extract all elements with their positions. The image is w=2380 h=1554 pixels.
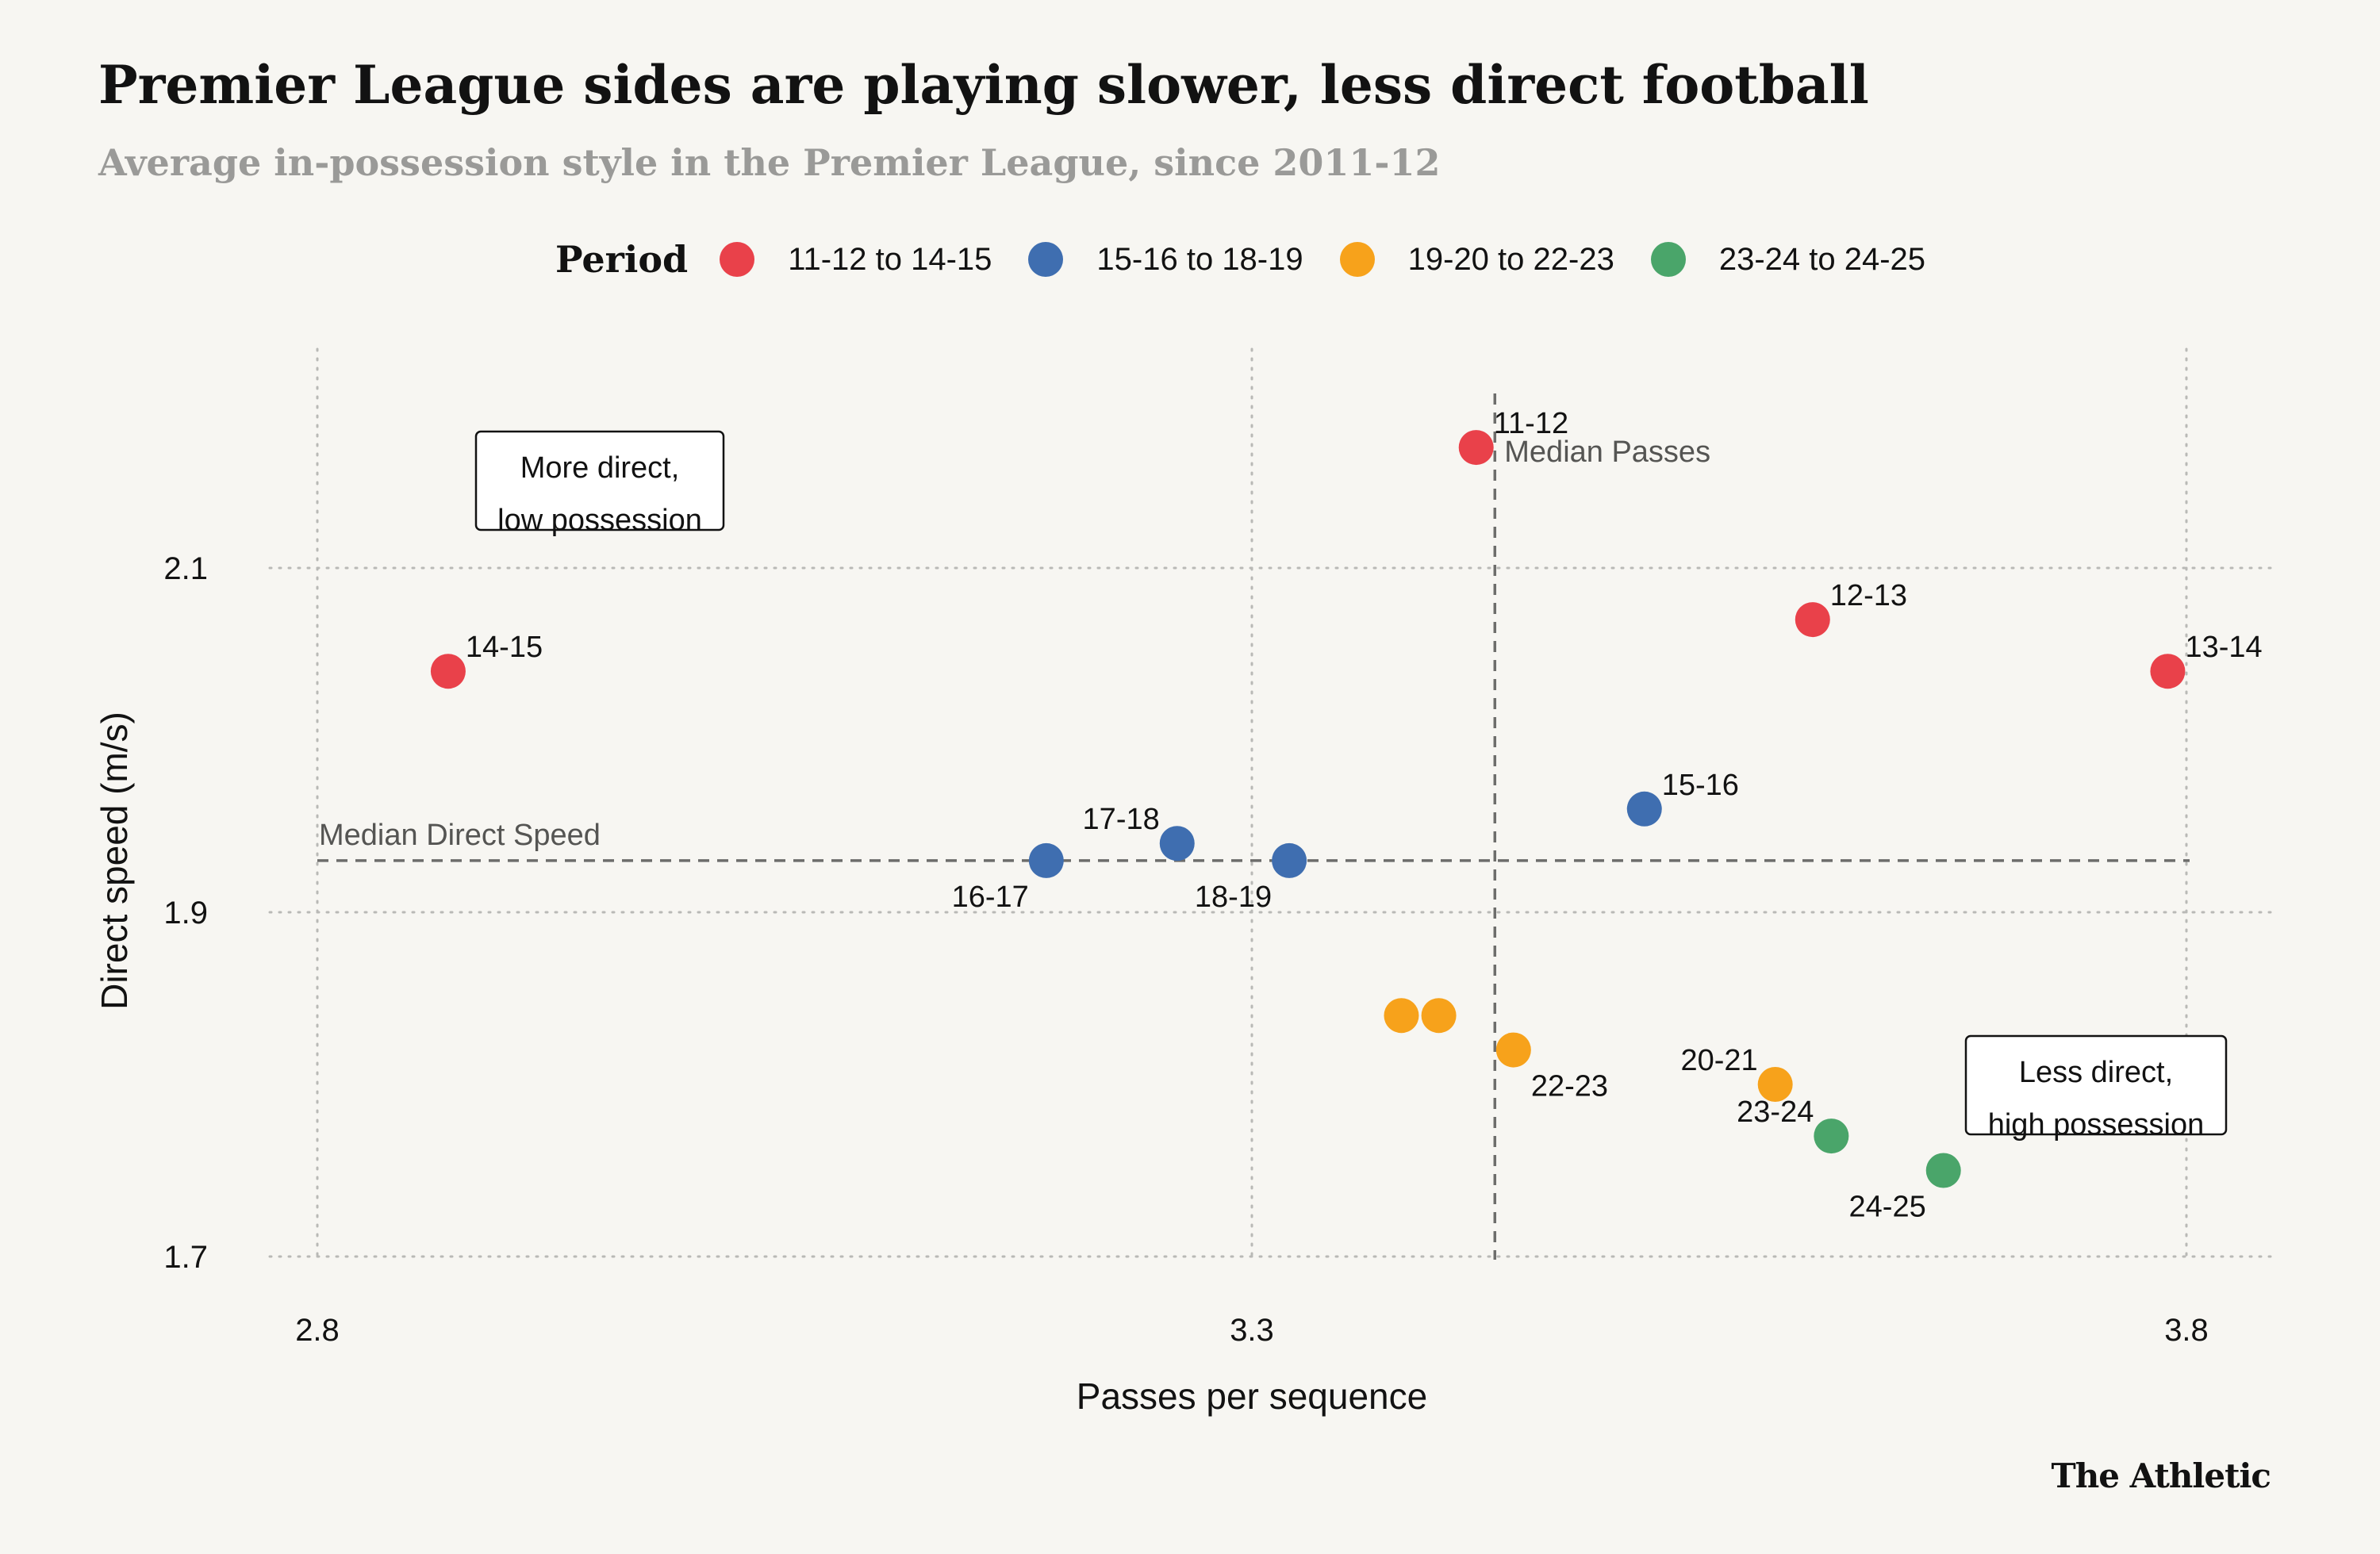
data-point-20-21 (1757, 1067, 1793, 1102)
data-label-22-23: 22-23 (1531, 1070, 1608, 1103)
legend-label-period-2: 15-16 to 18-19 (1096, 241, 1303, 277)
data-point-15-16 (1626, 791, 1662, 827)
data-point-13-14 (2150, 654, 2186, 689)
data-point-16-17 (1028, 842, 1064, 878)
data-point-18-19 (1272, 842, 1307, 878)
x-tick-label: 3.8 (2164, 1313, 2209, 1348)
legend-label-period-4: 23-24 to 24-25 (1718, 241, 1926, 277)
y-tick-label: 1.7 (163, 1240, 208, 1275)
data-label-18-19: 18-19 (1195, 881, 1272, 914)
legend-item-period-1: 11-12 to 14-15 (720, 242, 992, 278)
y-tick-label: 2.1 (163, 551, 208, 586)
data-label-24-25: 24-25 (1849, 1191, 1926, 1224)
data-label-14-15: 14-15 (466, 631, 543, 664)
data-point-11-12 (1458, 430, 1494, 466)
data-point-24-25 (1925, 1153, 1961, 1188)
quadrant-label-less-direct-line-1: Less direct, (2019, 1056, 2173, 1089)
legend-item-period-3: 19-20 to 22-23 (1339, 241, 1614, 278)
y-tick-label: 1.9 (163, 896, 208, 930)
brand-logo: The Athletic (2051, 1456, 2271, 1495)
legend: Period 11-12 to 14-15 15-16 to 18-19 19-… (555, 238, 1962, 281)
data-label-23-24: 23-24 (1737, 1095, 1814, 1129)
data-point-12-13 (1795, 602, 1830, 638)
legend-title: Period (555, 238, 689, 281)
legend-swatch-period-2 (1028, 242, 1064, 277)
legend-item-period-4: 23-24 to 24-25 (1650, 241, 1926, 278)
data-label-15-16: 15-16 (1662, 769, 1739, 802)
data-label-20-21: 20-21 (1680, 1044, 1757, 1077)
x-tick-label: 3.3 (1230, 1313, 1274, 1348)
chart-subtitle: Average in-possession style in the Premi… (98, 141, 1441, 184)
median-passes-label: Median Passes (1504, 436, 1710, 469)
quadrant-label-more-direct-box (474, 430, 725, 531)
legend-swatch-period-4 (1650, 242, 1686, 277)
data-point-23-24 (1814, 1118, 1849, 1154)
y-axis-title: Direct speed (m/s) (94, 712, 135, 1010)
quadrant-label-more-direct-line-2: low possession (497, 504, 702, 537)
data-point-unlabeled-8 (1384, 998, 1419, 1034)
quadrant-label-more-direct-line-1: More direct, (520, 451, 680, 485)
x-axis-title: Passes per sequence (1077, 1376, 1427, 1417)
data-label-13-14: 13-14 (2185, 631, 2262, 664)
legend-item-period-2: 15-16 to 18-19 (1028, 242, 1303, 278)
data-label-17-18: 17-18 (1083, 803, 1160, 836)
chart-title: Premier League sides are playing slower,… (98, 54, 1869, 116)
legend-label-period-3: 19-20 to 22-23 (1407, 241, 1614, 277)
data-label-12-13: 12-13 (1830, 579, 1907, 612)
legend-swatch-period-1 (720, 242, 755, 277)
quadrant-label-less-direct-line-2: high possession (1988, 1108, 2205, 1142)
median-direct-speed-label: Median Direct Speed (319, 819, 601, 852)
data-point-17-18 (1159, 826, 1195, 861)
x-tick-label: 2.8 (295, 1313, 340, 1348)
data-point-unlabeled-9 (1421, 998, 1457, 1034)
data-label-11-12: 11-12 (1494, 407, 1568, 440)
data-point-14-15 (430, 654, 466, 689)
legend-swatch-period-3 (1339, 242, 1375, 277)
data-point-22-23 (1495, 1032, 1531, 1068)
data-label-16-17: 16-17 (952, 881, 1029, 914)
legend-label-period-1: 11-12 to 14-15 (788, 241, 992, 277)
quadrant-label-less-direct-box (1964, 1034, 2228, 1136)
